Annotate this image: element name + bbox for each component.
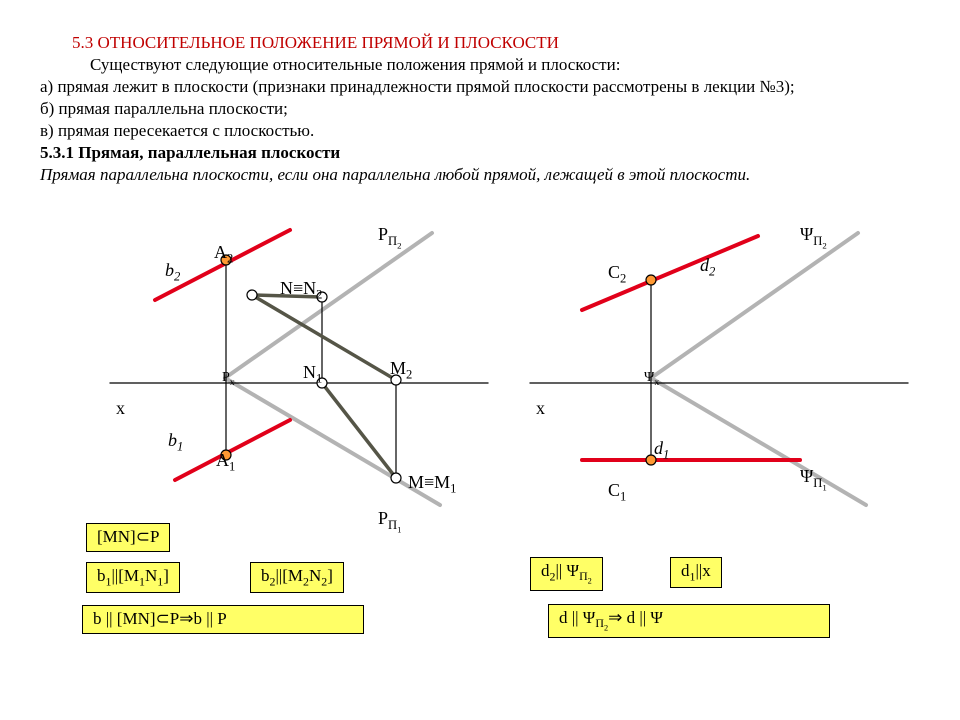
callout-c4: b || [MN]⊂P⇒b || P [82,605,364,634]
left-point-NN2 [247,290,257,300]
left-label-PP2: PП2 [378,224,402,250]
right-label-Psi2: ΨП2 [800,224,827,250]
right-label-C2: C2 [608,262,626,287]
right-label-Psi1: ΨП1 [800,466,827,492]
left-label-MM1: M≡M1 [408,472,456,497]
left-label-A1: A1 [216,450,235,475]
left-mn-bot [322,383,396,478]
left-point-M1 [391,473,401,483]
left-trace-p2 [225,233,432,378]
left-label-b2: b2 [165,260,180,285]
right-trace-psi2 [651,233,858,378]
right-trace-psi1 [651,378,866,505]
left-label-M2: M2 [390,358,412,383]
left-label-NN2: N≡N2 [280,278,322,303]
right-label-d2: d2 [700,255,715,280]
right-point-C2 [646,275,656,285]
right-label-d1: d1 [654,438,669,463]
callout-c1: [MN]⊂P [86,523,170,552]
left-label-b1: b1 [168,430,183,455]
callout-c7: d || ΨП2⇒ d || Ψ [548,604,830,638]
right-label-C1: C1 [608,480,626,505]
callout-c3: b2||[M2N2] [250,562,344,593]
callout-c5: d2|| ΨП2 [530,557,603,591]
left-label-N1: N1 [303,362,322,387]
right-label-x: x [536,398,545,419]
left-label-PP1: PП1 [378,508,402,534]
callout-c6: d1||x [670,557,722,588]
left-label-A2: A2 [214,242,233,267]
callout-c2: b1||[M1N1] [86,562,180,593]
right-label-Psix: Ψx [644,370,659,388]
left-label-x: x [116,398,125,419]
left-label-Px: Px [222,370,235,388]
